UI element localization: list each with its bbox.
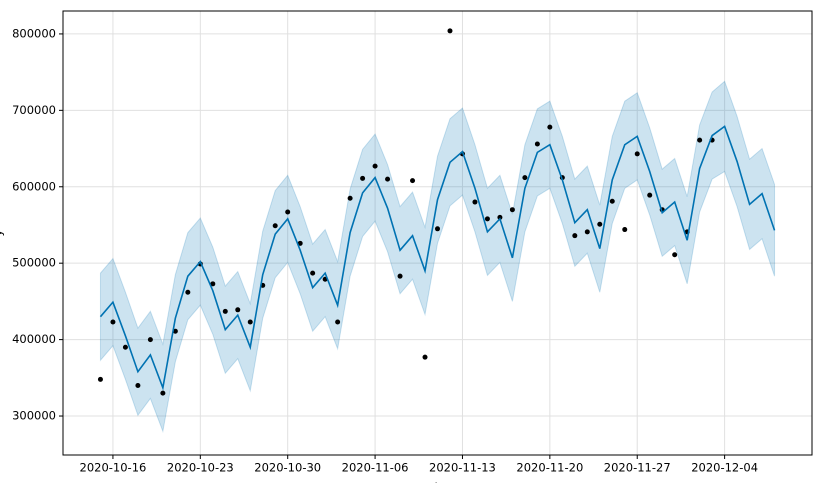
data-point	[385, 176, 391, 182]
data-point	[97, 376, 103, 382]
x-tick-label: 2020-11-20	[516, 461, 583, 475]
data-point	[497, 214, 503, 220]
data-point	[335, 319, 341, 325]
x-tick-label: 2020-12-04	[691, 461, 758, 475]
y-axis-label: y	[0, 229, 5, 236]
data-point	[697, 137, 703, 143]
data-point	[135, 382, 141, 388]
data-point	[547, 124, 553, 130]
x-tick-label: 2020-11-13	[429, 461, 496, 475]
data-point	[247, 319, 253, 325]
data-point	[360, 175, 366, 181]
data-point	[235, 307, 241, 313]
data-point	[147, 337, 153, 343]
data-point	[597, 221, 603, 227]
data-point	[435, 226, 440, 232]
data-point	[160, 390, 166, 396]
data-point	[185, 289, 191, 295]
data-point	[110, 319, 116, 325]
data-point	[372, 163, 378, 169]
data-point	[522, 175, 528, 181]
data-point	[447, 28, 453, 34]
data-point	[272, 223, 278, 229]
x-tick-label: 2020-10-23	[167, 461, 234, 475]
data-point	[672, 252, 678, 258]
x-tick-label: 2020-11-06	[342, 461, 409, 475]
data-point	[222, 308, 228, 314]
plot-frame	[62, 10, 813, 456]
data-point	[172, 328, 178, 334]
data-point	[285, 209, 291, 215]
y-tick-label: 400000	[12, 332, 56, 346]
data-point	[609, 198, 615, 204]
data-point	[584, 229, 590, 235]
data-point	[572, 233, 578, 239]
forecast-line	[99, 125, 776, 391]
data-point	[310, 270, 316, 276]
data-point	[534, 141, 540, 147]
data-point	[622, 227, 628, 233]
data-point	[647, 192, 653, 198]
data-point	[422, 354, 428, 360]
data-point	[347, 195, 353, 201]
data-point	[472, 199, 478, 205]
x-tick-label: 2020-11-27	[604, 461, 671, 475]
x-axis-label: ds	[430, 481, 443, 483]
y-tick-label: 300000	[12, 409, 56, 423]
data-point	[122, 344, 128, 350]
data-point	[210, 281, 216, 287]
y-tick-label: 500000	[12, 256, 56, 270]
y-tick-label: 600000	[12, 179, 56, 193]
data-point	[297, 240, 303, 246]
y-tick-label: 800000	[12, 26, 56, 40]
uncertainty-band	[99, 80, 776, 434]
data-point	[410, 178, 416, 184]
data-point	[509, 207, 515, 213]
data-point	[484, 216, 490, 222]
data-point	[397, 273, 403, 279]
x-tick-label: 2020-10-30	[254, 461, 321, 475]
x-tick-label: 2020-10-16	[80, 461, 147, 475]
y-tick-label: 700000	[12, 103, 56, 117]
data-point	[634, 151, 640, 157]
